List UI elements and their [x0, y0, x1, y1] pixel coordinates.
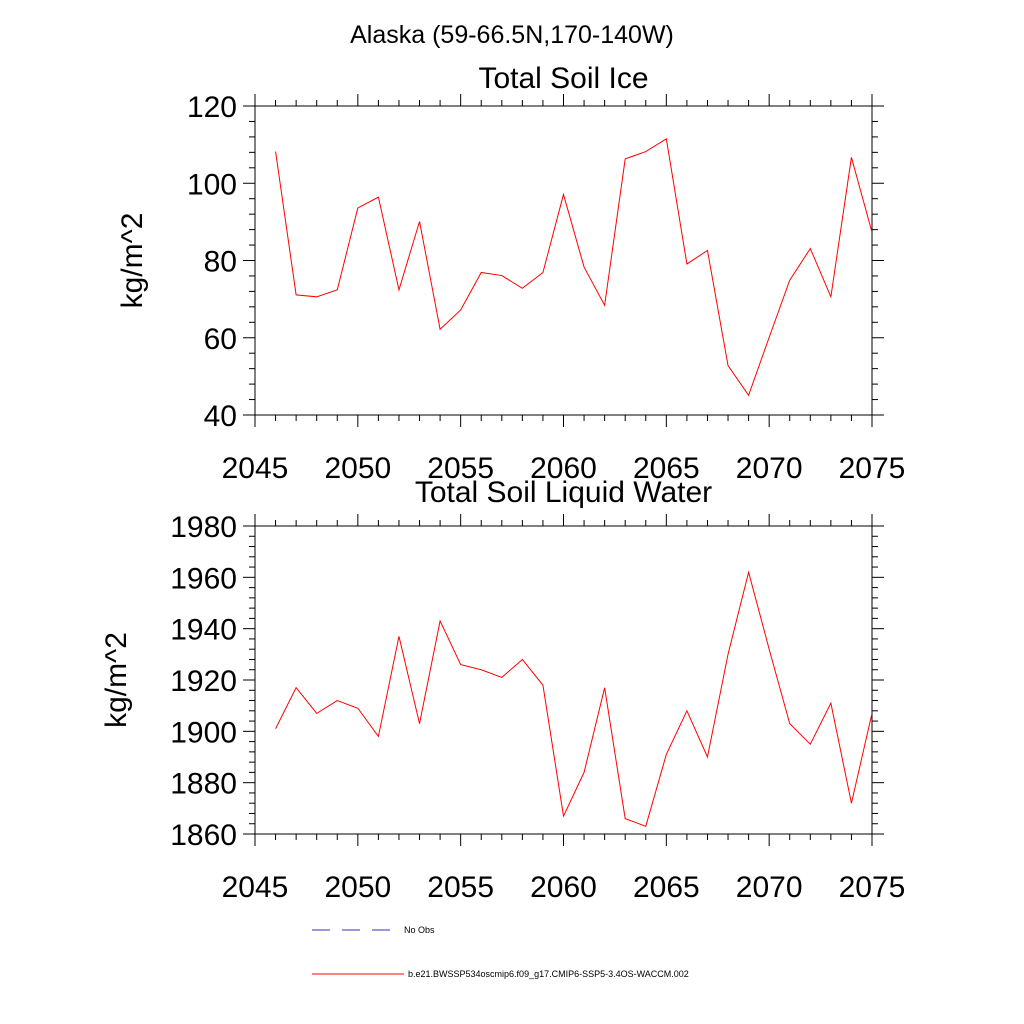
panel0-x-tick-label: 2045: [222, 452, 289, 485]
panel0-y-axis-label: kg/m^2: [116, 213, 149, 309]
panel0-x-tick-label: 2065: [633, 452, 700, 485]
panel0-x-tick-label: 2070: [736, 452, 803, 485]
panel1-y-tick-label: 1940: [170, 614, 237, 647]
panel1-x-tick-label: 2045: [222, 871, 289, 904]
panel0-x-tick-label: 2055: [427, 452, 494, 485]
panel0-x-tick-label: 2060: [530, 452, 597, 485]
panel0-y-tick-label: 80: [204, 246, 237, 279]
panel0-y-tick-label: 100: [187, 168, 237, 201]
panel0-y-tick-label: 60: [204, 323, 237, 356]
panel1-y-tick-label: 1960: [170, 562, 237, 595]
panel0-panel-title: Total Soil Ice: [478, 62, 648, 95]
figure-title: Alaska (59-66.5N,170-140W): [350, 21, 674, 49]
panel1-series-line-0: [275, 570, 872, 827]
panel1-y-tick-label: 1880: [170, 768, 237, 801]
panel1-y-tick-label: 1860: [170, 819, 237, 852]
panel0-x-tick-label: 2050: [324, 452, 391, 485]
panel1-panel-title: Total Soil Liquid Water: [415, 476, 712, 509]
legend: No Obs b.e21.BWSSP534oscmip6.f09_g17.CMI…: [312, 925, 689, 979]
panel1-y-axis-label: kg/m^2: [100, 632, 133, 728]
legend-obs-label: No Obs: [404, 925, 435, 935]
panel1-x-tick-label: 2060: [530, 871, 597, 904]
panel1-y-tick-label: 1980: [170, 511, 237, 544]
panel1-x-tick-label: 2050: [324, 871, 391, 904]
panel1-plot-frame: [254, 525, 873, 835]
panel1-y-tick-label: 1920: [170, 665, 237, 698]
panel-soil-ice: 2045 2050 2055 2060 2065 2070 2075 40 60 80 100 120…: [116, 62, 905, 485]
panel1-x-tick-label: 2075: [839, 871, 906, 904]
panel0-series-line-0: [275, 138, 872, 397]
panel0-plot-frame: [254, 105, 873, 416]
panel1-x-tick-label: 2055: [427, 871, 494, 904]
legend-model-label: b.e21.BWSSP534oscmip6.f09_g17.CMIP6-SSP5…: [408, 969, 689, 979]
panel1-y-tick-label: 1900: [170, 716, 237, 749]
panel0-y-tick-label: 120: [187, 91, 237, 124]
panel0-y-tick-label: 40: [204, 400, 237, 433]
panel-soil-liquid-water: 2045 2050 2055 2060 2065 2070 2075 1860 1880 1900…: [100, 476, 905, 904]
panel0-x-tick-label: 2075: [839, 452, 906, 485]
panel1-x-tick-label: 2065: [633, 871, 700, 904]
panel1-x-tick-label: 2070: [736, 871, 803, 904]
